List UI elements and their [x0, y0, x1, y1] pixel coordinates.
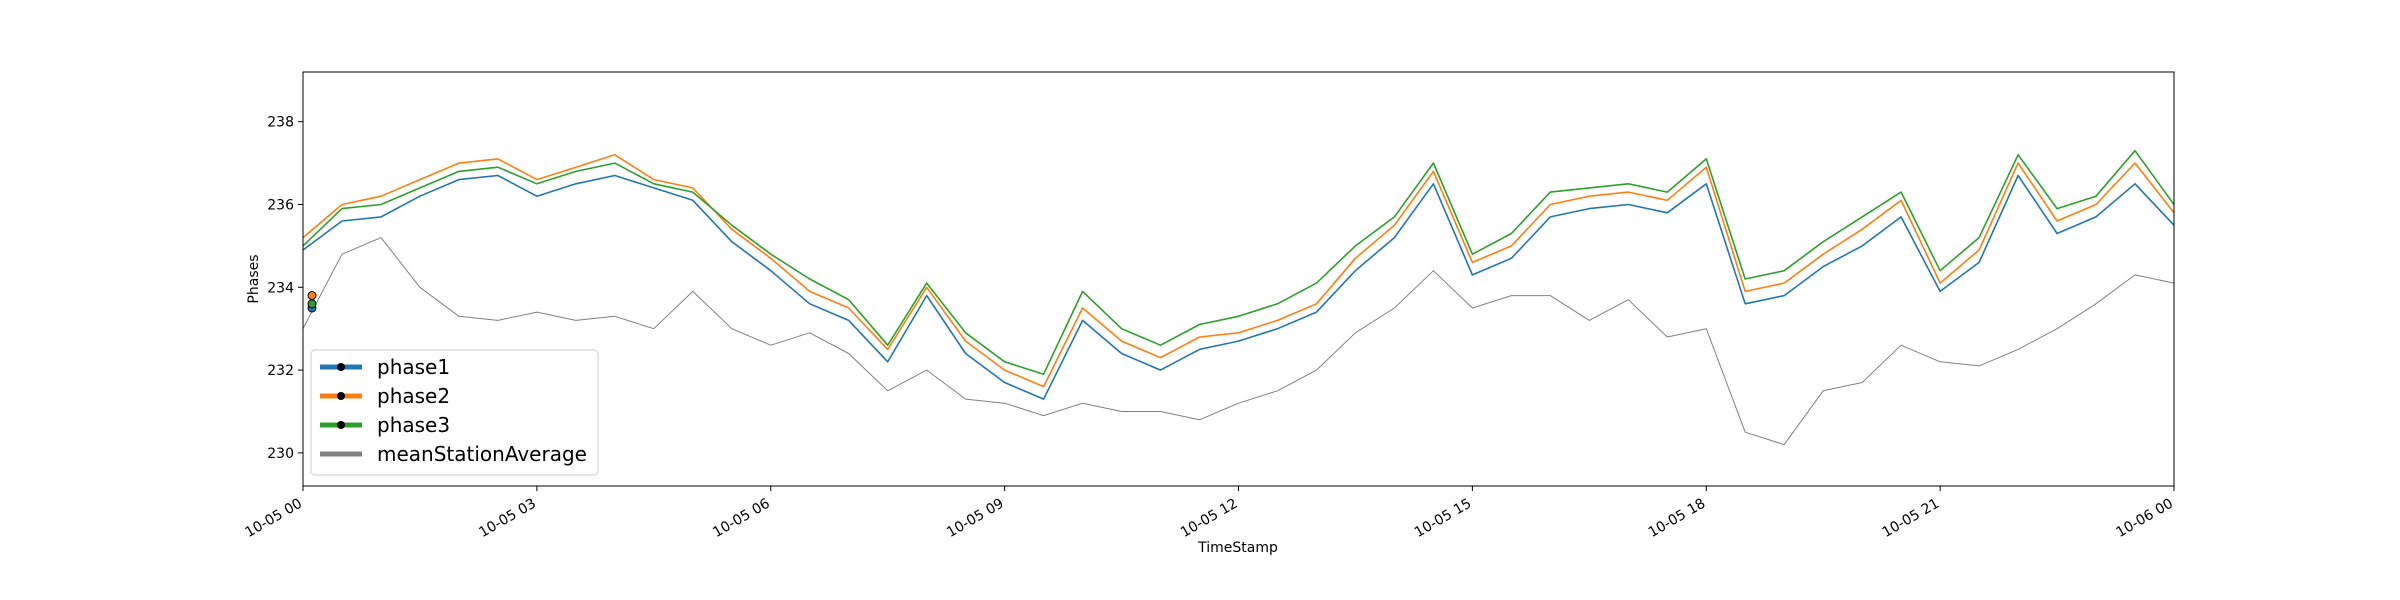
y-axis-ticks: 230 232 234 236 238	[267, 115, 303, 462]
start-marker-phase2	[307, 291, 317, 301]
start-markers	[307, 291, 317, 313]
y-tick-label: 234	[267, 280, 294, 296]
legend-marker-phase3	[337, 421, 345, 429]
y-tick-label: 230	[267, 446, 294, 462]
legend-label-phase2: phase2	[377, 384, 450, 408]
start-marker-phase3	[307, 299, 317, 309]
legend-box	[310, 349, 599, 476]
legend-label-phase3: phase3	[377, 413, 450, 437]
legend-marker-phase1	[337, 363, 345, 371]
y-tick-label: 238	[267, 115, 294, 131]
series-line-meanStationAverage	[302, 237, 2175, 446]
legend: phase1 phase2 phase3 meanStationAverage	[310, 349, 599, 476]
legend-marker-phase2	[337, 392, 345, 400]
y-axis-title: Phases	[246, 254, 262, 303]
y-tick-label: 232	[267, 363, 294, 379]
series-line-phase2	[302, 154, 2175, 388]
plot-area	[303, 72, 2174, 486]
series-line-phase3	[302, 149, 2175, 376]
y-tick-label: 236	[267, 197, 294, 213]
x-axis-title: TimeStamp	[1197, 540, 1278, 556]
series-line-phase1	[302, 174, 2175, 400]
legend-label-meanStationAverage: meanStationAverage	[377, 442, 587, 466]
series-layer	[302, 149, 2175, 446]
legend-label-phase1: phase1	[377, 355, 450, 379]
